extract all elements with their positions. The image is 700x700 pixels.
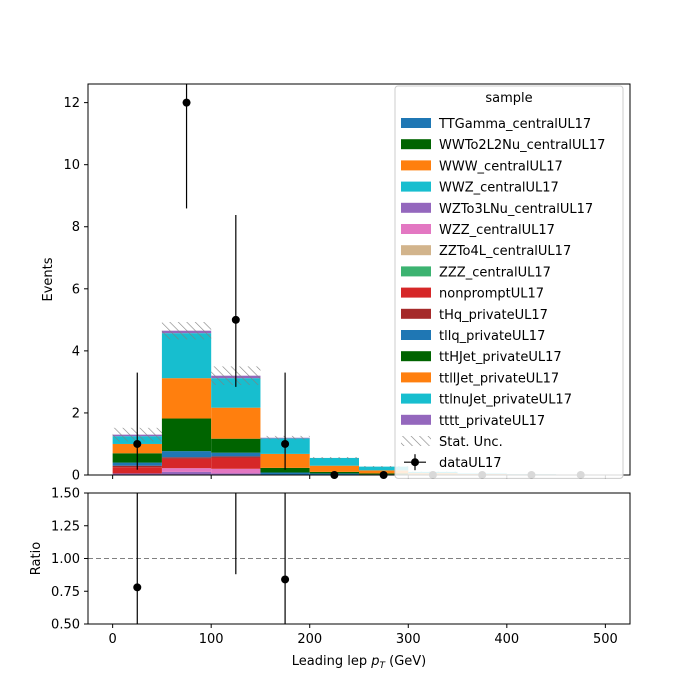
ratio-point-2 xyxy=(281,575,290,584)
legend-entry-data: dataUL17 xyxy=(439,456,502,471)
ratio-ytick-label-4: 1.50 xyxy=(51,487,80,502)
stack-bar-4-2 xyxy=(211,473,261,475)
x-axis-label: Leading lep pT (GeV) xyxy=(292,654,426,671)
legend-entry-1: WWTo2L2Nu_centralUL17 xyxy=(439,138,605,153)
legend-swatch-8 xyxy=(401,287,431,298)
stack-bar-9-2 xyxy=(211,456,261,458)
legend: sample TTGamma_centralUL17 WWTo2L2Nu_centr… xyxy=(394,85,624,479)
ratio-ytick-label-0: 0.50 xyxy=(51,618,80,633)
stack-bar-11-1 xyxy=(161,418,212,452)
legend-entry-7: ZZZ_centralUL17 xyxy=(439,265,551,280)
legend-swatch-4 xyxy=(401,202,431,213)
legend-entry-13: ttlnuJet_privateUL17 xyxy=(439,393,572,408)
stack-bar-10-1 xyxy=(161,451,212,458)
stack-bar-11-3 xyxy=(260,467,310,473)
stack-bar-13-5 xyxy=(359,466,409,471)
legend-entry-14: tttt_privateUL17 xyxy=(439,414,545,429)
main-ytick-label-6: 12 xyxy=(63,96,80,111)
legend-swatch-11 xyxy=(401,351,431,362)
stack-bar-12-2 xyxy=(211,407,261,439)
stack-bar-12-1 xyxy=(161,378,212,419)
main-ytick-label-5: 10 xyxy=(63,158,80,173)
stack-bar-4-0 xyxy=(112,473,162,475)
data-point-3 xyxy=(281,439,290,448)
legend-swatch-stat-unc xyxy=(401,436,431,446)
stack-bar-10-2 xyxy=(211,452,261,457)
main-ytick-label-3: 6 xyxy=(72,282,80,297)
stack-bar-12-4 xyxy=(309,465,359,472)
stack-bar-13-1 xyxy=(161,333,212,379)
ratio-xtick-label-1: 100 xyxy=(199,632,224,647)
ratio-xtick-label-2: 200 xyxy=(297,632,322,647)
stack-bar-4-1 xyxy=(161,471,212,475)
stack-bar-10-3 xyxy=(260,472,310,475)
legend-entry-2: WWW_centralUL17 xyxy=(439,159,563,174)
main-panel: 0 2 4 6 8 10 12 Events xyxy=(41,83,631,484)
legend-entry-9: tHq_privateUL17 xyxy=(439,308,548,323)
ratio-point-0 xyxy=(133,583,142,592)
legend-entry-4: WZTo3LNu_centralUL17 xyxy=(439,202,593,217)
main-y-axis-label: Events xyxy=(41,257,56,301)
stack-bar-11-2 xyxy=(211,438,261,453)
legend-swatch-7 xyxy=(401,266,431,277)
ratio-xtick-label-0: 0 xyxy=(108,632,116,647)
ratio-ytick-label-2: 1.00 xyxy=(51,552,80,567)
ratio-xtick-label-3: 300 xyxy=(396,632,421,647)
legend-data-marker xyxy=(411,458,419,467)
legend-entry-3: WWZ_centralUL17 xyxy=(439,181,559,196)
legend-swatch-3 xyxy=(401,181,431,192)
stack-bar-8-1 xyxy=(161,458,212,469)
ratio-xtick-label-5: 500 xyxy=(593,632,618,647)
ratio-ytick-label-3: 1.25 xyxy=(51,519,80,534)
ratio-ytick-label-1: 0.75 xyxy=(51,585,80,600)
main-ytick-label-2: 4 xyxy=(72,344,80,359)
ratio-y-axis-label: Ratio xyxy=(29,542,44,575)
data-point-0 xyxy=(133,439,142,448)
stack-bar-8-0 xyxy=(112,467,162,474)
legend-title: sample xyxy=(485,91,532,106)
legend-entry-0: TTGamma_centralUL17 xyxy=(438,117,591,132)
stack-bar-9-1 xyxy=(161,457,212,459)
legend-swatch-2 xyxy=(401,160,431,171)
legend-swatch-10 xyxy=(401,330,431,340)
legend-entry-11: ttHJet_privateUL17 xyxy=(439,350,562,365)
legend-swatch-13 xyxy=(401,393,431,404)
legend-box xyxy=(394,85,624,479)
stat-unc-band-4 xyxy=(309,457,359,459)
stat-unc-band-1 xyxy=(161,322,212,340)
legend-entry-10: tllq_privateUL17 xyxy=(439,329,545,344)
stack-bar-5-2 xyxy=(211,468,261,474)
legend-swatch-0 xyxy=(401,118,431,128)
legend-swatch-12 xyxy=(401,372,431,383)
legend-swatch-9 xyxy=(401,308,431,319)
legend-swatch-5 xyxy=(401,224,431,234)
data-point-1 xyxy=(182,98,191,107)
legend-entry-6: ZZTo4L_centralUL17 xyxy=(439,244,571,259)
stack-bar-5-1 xyxy=(161,468,212,472)
stack-bar-8-2 xyxy=(211,457,261,469)
main-ytick-label-1: 2 xyxy=(72,406,80,421)
main-ytick-label-0: 0 xyxy=(72,469,80,484)
main-axes-frame xyxy=(87,83,631,476)
ratio-xtick-label-4: 400 xyxy=(494,632,519,647)
legend-entry-8: nonpromptUL17 xyxy=(439,287,544,302)
data-point-2 xyxy=(231,315,240,324)
legend-swatch-1 xyxy=(401,139,431,150)
main-ytick-label-4: 8 xyxy=(72,220,80,235)
legend-swatch-14 xyxy=(401,414,431,425)
legend-entry-5: WZZ_centralUL17 xyxy=(439,223,555,238)
stat-unc-band-5 xyxy=(359,466,409,468)
legend-entry-12: ttllJet_privateUL17 xyxy=(439,371,559,386)
legend-entry-stat-unc: Stat. Unc. xyxy=(439,435,503,450)
stack-bar-13-4 xyxy=(309,457,359,466)
ratio-panel: 0.50 0.75 1.00 1.25 1.50 0 100 200 300 400 500 Rati… xyxy=(29,487,631,671)
legend-swatch-6 xyxy=(401,245,431,256)
